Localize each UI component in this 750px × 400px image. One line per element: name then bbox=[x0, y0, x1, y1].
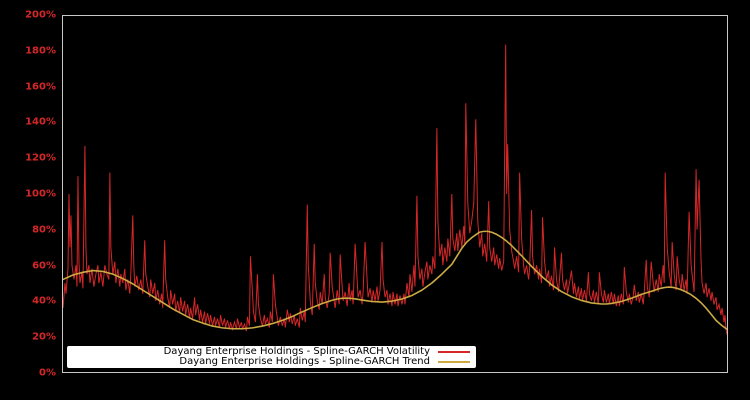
y-tick-label: 0% bbox=[39, 367, 56, 379]
volatility-line-sample-icon bbox=[438, 351, 470, 353]
y-tick-label: 40% bbox=[32, 295, 56, 307]
chart-canvas bbox=[63, 44, 727, 335]
y-tick-label: 140% bbox=[25, 116, 56, 128]
legend-label-trend: Dayang Enterprise Holdings - Spline-GARC… bbox=[179, 356, 430, 367]
y-tick-label: 60% bbox=[32, 260, 56, 272]
y-tick-label: 160% bbox=[25, 81, 56, 93]
plot-area: Dayang Enterprise Holdings - Spline-GARC… bbox=[62, 15, 728, 373]
trend-line-sample-icon bbox=[438, 361, 470, 363]
legend: Dayang Enterprise Holdings - Spline-GARC… bbox=[67, 346, 476, 368]
legend-row-volatility: Dayang Enterprise Holdings - Spline-GARC… bbox=[71, 347, 470, 357]
y-tick-label: 20% bbox=[32, 331, 56, 343]
trend-line bbox=[63, 230, 727, 331]
y-tick-label: 200% bbox=[25, 9, 56, 21]
legend-row-trend: Dayang Enterprise Holdings - Spline-GARC… bbox=[71, 357, 470, 367]
y-axis-labels: 0% 20% 40% 60% 80% 100% 120% 140% 160% 180% 200% bbox=[0, 0, 56, 400]
y-tick-label: 120% bbox=[25, 152, 56, 164]
legend-label-volatility: Dayang Enterprise Holdings - Spline-GARC… bbox=[163, 346, 430, 357]
y-tick-label: 180% bbox=[25, 45, 56, 57]
y-tick-label: 80% bbox=[32, 224, 56, 236]
volatility-line bbox=[63, 44, 727, 335]
y-tick-label: 100% bbox=[25, 188, 56, 200]
